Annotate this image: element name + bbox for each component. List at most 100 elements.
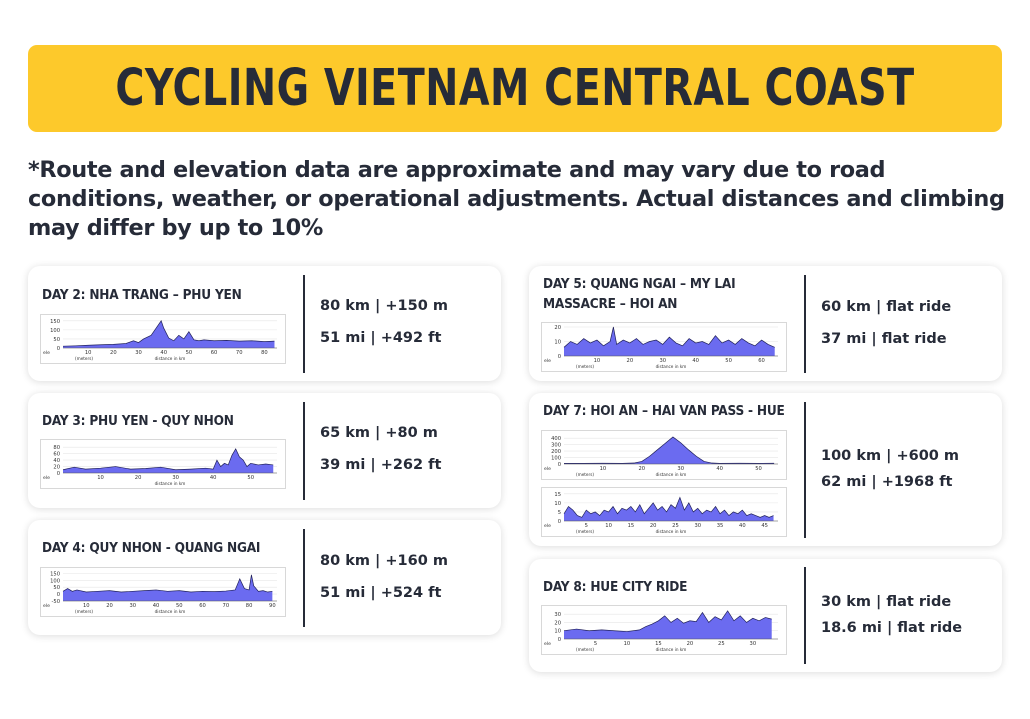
day-5-divider <box>804 275 806 373</box>
day-2-divider <box>303 275 305 373</box>
x-tick-label: 50 <box>186 350 193 356</box>
y-tick-label: -50 <box>52 599 60 605</box>
y-tick-label: 40 <box>53 458 60 464</box>
x-axis-label: distance in km <box>656 647 687 652</box>
day-4-imperial: 51 mi | +524 ft <box>320 585 442 601</box>
day-4-elevation-chart: -50 0 50 100 150 ele 10 20 30 40 50 60 70 80 90 (meters… <box>40 567 286 617</box>
y-tick-label: 0 <box>57 471 60 477</box>
elevation-line <box>563 496 774 518</box>
x-tick-label: 5 <box>585 523 588 529</box>
x-tick-label: 30 <box>129 603 136 609</box>
x-tick-label: 50 <box>247 475 254 481</box>
x-tick-label: 40 <box>716 466 723 472</box>
elevation-area <box>63 448 274 473</box>
day-4-card: DAY 4: QUY NHON - QUANG NGAI -50 0 50 100 15… <box>28 520 501 635</box>
y-tick-label: 150 <box>50 571 60 577</box>
x-tick-label: ele <box>544 466 551 472</box>
x-tick-label: 60 <box>758 358 765 364</box>
day-2-elevation-svg: 0 50 100 150 ele 10 20 30 40 50 60 70 80 (meters) dist… <box>43 319 277 361</box>
x-tick-label: 10 <box>83 603 90 609</box>
x-tick-label: 60 <box>199 603 206 609</box>
x-tick-label: ele <box>43 603 50 609</box>
day-7-card: DAY 7: HOI AN – HAI VAN PASS - HUE 0 100 2… <box>529 393 1002 546</box>
x-tick-label: 80 <box>246 603 253 609</box>
x-tick-label: ele <box>544 641 551 647</box>
day-3-imperial: 39 mi | +262 ft <box>320 457 442 473</box>
day-8-divider <box>804 567 806 664</box>
day-5-title-line1: DAY 5: QUANG NGAI – MY LAI <box>543 276 736 292</box>
day-5-elevation-svg: 0 10 20 ele 10 20 30 40 50 60 (meters) distance in … <box>544 325 778 369</box>
x-tick-label: 15 <box>628 523 635 529</box>
day-8-title: DAY 8: HUE CITY RIDE <box>543 579 688 595</box>
day-3-divider <box>303 402 305 500</box>
x-axis-label: distance in km <box>155 609 186 614</box>
y-tick-label: 20 <box>53 465 60 471</box>
x-tick-label: 40 <box>153 603 160 609</box>
day-7-divider <box>804 402 806 538</box>
y-axis-label: (meters) <box>576 364 594 369</box>
elevation-area <box>564 610 772 639</box>
y-axis-label: (meters) <box>75 609 93 614</box>
x-tick-label: 35 <box>717 523 724 529</box>
x-tick-label: 10 <box>605 523 612 529</box>
y-tick-label: 50 <box>53 337 60 343</box>
x-tick-label: 20 <box>687 641 694 647</box>
x-tick-label: 90 <box>269 603 276 609</box>
x-axis-label: distance in km <box>656 364 687 369</box>
y-tick-label: 300 <box>551 443 561 449</box>
x-tick-label: 20 <box>627 358 634 364</box>
elevation-line <box>62 574 273 593</box>
y-tick-label: 50 <box>53 585 60 591</box>
day-4-divider <box>303 529 305 627</box>
day-3-elevation-chart: 0 20 40 60 80 ele 10 20 30 40 50 distance in km <box>40 439 286 489</box>
day-8-card: DAY 8: HUE CITY RIDE 0 10 20 30 ele 5 10 15 20 25… <box>529 559 1002 672</box>
y-tick-label: 20 <box>554 325 561 331</box>
disclaimer-text: *Route and elevation data are approximat… <box>28 157 1005 241</box>
x-tick-label: ele <box>43 350 50 356</box>
day-8-elevation-chart: 0 10 20 30 ele 5 10 15 20 25 30 (meters) distance in… <box>541 605 787 655</box>
day-7-elevation-svg-2: 0 5 10 15 ele 5 10 15 20 25 30 35 40 45 (meters) distan… <box>544 492 778 534</box>
elevation-line <box>563 326 775 348</box>
elevation-line <box>563 610 772 632</box>
y-tick-label: 0 <box>558 519 561 525</box>
x-tick-label: 30 <box>135 350 142 356</box>
x-tick-label: 15 <box>655 641 662 647</box>
day-3-metric: 65 km | +80 m <box>320 425 438 441</box>
day-8-metric: 30 km | flat ride <box>821 594 952 610</box>
day-4-title: DAY 4: QUY NHON - QUANG NGAI <box>42 540 261 556</box>
x-axis-label: distance in km <box>155 356 186 361</box>
y-tick-label: 60 <box>53 452 60 458</box>
x-tick-label: 40 <box>210 475 217 481</box>
x-tick-label: 45 <box>761 523 768 529</box>
x-tick-label: 50 <box>725 358 732 364</box>
y-tick-label: 200 <box>551 449 561 455</box>
x-tick-label: 25 <box>718 641 725 647</box>
day-2-elevation-chart: 0 50 100 150 ele 10 20 30 40 50 60 70 80 (meters) dist… <box>40 314 286 364</box>
x-tick-label: 30 <box>659 358 666 364</box>
x-tick-label: 10 <box>97 475 104 481</box>
x-tick-label: 10 <box>594 358 601 364</box>
x-tick-label: 70 <box>236 350 243 356</box>
y-tick-label: 20 <box>554 620 561 626</box>
day-3-title: DAY 3: PHU YEN - QUY NHON <box>42 413 234 429</box>
x-tick-label: 40 <box>692 358 699 364</box>
x-tick-label: ele <box>544 523 551 529</box>
y-tick-label: 100 <box>50 328 60 334</box>
x-tick-label: 20 <box>639 466 646 472</box>
day-8-imperial: 18.6 mi | flat ride <box>821 620 963 636</box>
x-tick-label: 40 <box>739 523 746 529</box>
x-tick-label: 5 <box>594 641 597 647</box>
elevation-area <box>564 327 775 356</box>
x-tick-label: ele <box>43 475 50 481</box>
x-tick-label: 10 <box>85 350 92 356</box>
y-axis-label: (meters) <box>576 647 594 652</box>
elevation-line <box>62 448 274 471</box>
elevation-area <box>564 497 774 521</box>
day-5-metric: 60 km | flat ride <box>821 299 952 315</box>
y-tick-label: 15 <box>554 492 561 498</box>
y-tick-label: 10 <box>554 501 561 507</box>
day-7-metric: 100 km | +600 m <box>821 448 960 464</box>
day-8-elevation-svg: 0 10 20 30 ele 5 10 15 20 25 30 (meters) distance in… <box>544 610 778 652</box>
